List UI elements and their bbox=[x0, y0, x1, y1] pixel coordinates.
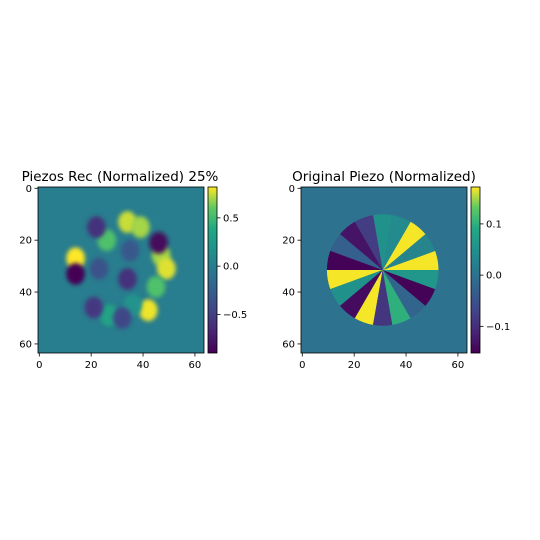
piezo-sector bbox=[382, 250, 439, 270]
colorbar: 0.5 0.0 −0.5 bbox=[207, 186, 247, 354]
y-tick-label: 40 bbox=[19, 288, 32, 299]
x-tick-label: 60 bbox=[189, 360, 202, 371]
y-axis: 0 20 40 60 bbox=[282, 184, 301, 350]
x-tick-label: 0 bbox=[299, 360, 305, 371]
piezo-sector bbox=[373, 214, 393, 270]
piezo-sector bbox=[354, 270, 383, 325]
heatmap-blob bbox=[87, 216, 106, 239]
x-tick-label: 60 bbox=[452, 360, 465, 371]
piezo-sector bbox=[382, 270, 439, 290]
heatmap-blob bbox=[146, 275, 166, 298]
piezo-sector bbox=[382, 270, 411, 325]
colorbar-tick-label: 0.0 bbox=[486, 271, 502, 282]
heatmap-blob bbox=[89, 257, 109, 280]
x-tick-label: 0 bbox=[36, 360, 42, 371]
chart-title: Original Piezo (Normalized) bbox=[292, 169, 476, 185]
colorbar-gradient bbox=[471, 187, 480, 353]
piezo-sector bbox=[330, 234, 383, 270]
colorbar-gradient bbox=[208, 187, 217, 353]
piezo-sector bbox=[382, 215, 411, 270]
heatmap-marks bbox=[66, 211, 176, 329]
x-tick-label: 40 bbox=[137, 360, 150, 371]
y-axis: 0 20 40 60 bbox=[19, 184, 38, 350]
y-tick-label: 60 bbox=[19, 339, 32, 350]
colorbar-frame bbox=[207, 186, 218, 354]
x-axis: 0 20 40 60 bbox=[36, 353, 201, 371]
colorbar-tick-label: −0.5 bbox=[223, 310, 247, 321]
piezo-sector bbox=[326, 250, 383, 270]
heatmap-blob bbox=[131, 216, 150, 239]
piezo-sector bbox=[382, 270, 426, 319]
heatmap-blob bbox=[138, 299, 158, 322]
piezo-sector bbox=[382, 234, 436, 270]
heatmap-marks bbox=[326, 214, 439, 326]
colorbar-tick-label: 0.1 bbox=[486, 219, 502, 230]
piezo-sector bbox=[339, 270, 383, 319]
heatmap-blob bbox=[112, 307, 132, 329]
x-tick-label: 20 bbox=[85, 360, 98, 371]
heatmap-blob bbox=[118, 268, 137, 290]
piezo-sector bbox=[373, 270, 393, 326]
plot-frame bbox=[37, 186, 205, 354]
colorbar: 0.1 0.0 −0.1 bbox=[470, 186, 510, 354]
heatmap-blob bbox=[66, 262, 85, 285]
plot-frame bbox=[300, 186, 468, 354]
piezo-sector bbox=[382, 270, 436, 306]
chart-original-piezo: Original Piezo (Normalized) 0 20 40 60 0 20 4… bbox=[282, 169, 510, 371]
piezo-sector bbox=[330, 270, 383, 306]
x-tick-label: 40 bbox=[400, 360, 413, 371]
y-tick-label: 0 bbox=[289, 184, 295, 195]
y-tick-label: 20 bbox=[282, 236, 295, 247]
heatmap-blob bbox=[120, 239, 140, 262]
heatmap-blob bbox=[66, 247, 85, 270]
piezo-sector bbox=[326, 270, 383, 290]
colorbar-tick-label: −0.1 bbox=[486, 322, 510, 333]
y-tick-label: 60 bbox=[282, 339, 295, 350]
heatmap-blob bbox=[149, 231, 168, 254]
piezo-sector bbox=[382, 221, 426, 270]
y-tick-label: 0 bbox=[26, 184, 32, 195]
y-tick-label: 20 bbox=[19, 236, 32, 247]
colorbar-tick-label: 0.0 bbox=[223, 262, 239, 273]
piezo-sector bbox=[339, 221, 383, 270]
x-axis: 0 20 40 60 bbox=[299, 353, 464, 371]
colorbar-tick-label: 0.5 bbox=[223, 213, 239, 224]
heatmap-blob bbox=[157, 257, 176, 280]
y-tick-label: 40 bbox=[282, 288, 295, 299]
x-tick-label: 20 bbox=[348, 360, 361, 371]
chart-title: Piezos Rec (Normalized) 25% bbox=[22, 169, 219, 185]
piezo-sector bbox=[354, 215, 383, 270]
heatmap-blob bbox=[84, 296, 104, 319]
colorbar-frame bbox=[470, 186, 481, 354]
chart-piezos-rec: Piezos Rec (Normalized) 25% 0 20 40 60 0 20 4… bbox=[19, 169, 247, 371]
